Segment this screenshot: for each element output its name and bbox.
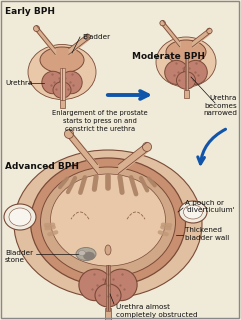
- Text: Bladder
stone: Bladder stone: [5, 250, 33, 263]
- Ellipse shape: [156, 37, 216, 87]
- Ellipse shape: [79, 251, 86, 255]
- Text: Bladder: Bladder: [82, 34, 110, 40]
- Bar: [60, 100, 65, 108]
- Ellipse shape: [207, 28, 212, 34]
- Ellipse shape: [95, 284, 121, 307]
- Bar: [105, 308, 111, 320]
- Ellipse shape: [165, 60, 188, 84]
- Ellipse shape: [179, 201, 207, 223]
- Text: A pouch or
'diverticulum': A pouch or 'diverticulum': [185, 200, 235, 213]
- Ellipse shape: [9, 208, 31, 226]
- Ellipse shape: [4, 204, 36, 230]
- Ellipse shape: [14, 150, 202, 298]
- Ellipse shape: [105, 245, 111, 255]
- Ellipse shape: [105, 269, 137, 301]
- Text: Advanced BPH: Advanced BPH: [5, 162, 79, 171]
- Bar: [106, 265, 110, 311]
- Ellipse shape: [51, 174, 166, 266]
- Text: Moderate BPH: Moderate BPH: [132, 52, 205, 61]
- Ellipse shape: [64, 129, 74, 139]
- Ellipse shape: [160, 20, 165, 26]
- Ellipse shape: [60, 71, 82, 94]
- Ellipse shape: [33, 26, 40, 32]
- Text: Urethra
becomes
narrowed: Urethra becomes narrowed: [203, 95, 237, 116]
- Ellipse shape: [28, 44, 96, 100]
- Ellipse shape: [184, 60, 207, 84]
- Bar: [185, 58, 187, 90]
- Ellipse shape: [31, 158, 186, 286]
- Ellipse shape: [53, 82, 71, 98]
- Ellipse shape: [142, 142, 152, 151]
- Ellipse shape: [79, 269, 111, 301]
- Ellipse shape: [40, 167, 175, 277]
- Ellipse shape: [183, 205, 202, 219]
- Ellipse shape: [176, 72, 195, 89]
- Ellipse shape: [85, 34, 90, 40]
- Text: Enlargement of the prostate
starts to press on and
constrict the urethra: Enlargement of the prostate starts to pr…: [52, 110, 148, 132]
- Bar: [60, 68, 65, 100]
- Ellipse shape: [166, 40, 206, 64]
- Text: Thickened
bladder wall: Thickened bladder wall: [185, 227, 229, 241]
- Text: Urethra: Urethra: [5, 80, 32, 86]
- Ellipse shape: [42, 71, 64, 94]
- Ellipse shape: [76, 247, 96, 260]
- Bar: [183, 90, 188, 98]
- Text: Urethra almost
completely obstructed: Urethra almost completely obstructed: [116, 304, 198, 317]
- Text: Early BPH: Early BPH: [5, 7, 55, 16]
- Ellipse shape: [83, 252, 94, 260]
- Ellipse shape: [40, 47, 84, 73]
